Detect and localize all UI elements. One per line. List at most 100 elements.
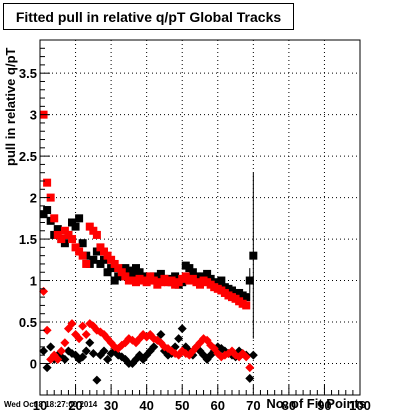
square-marker [245,276,254,285]
square-marker [92,247,101,256]
x-tick-label: 80 [282,398,296,413]
diamond-marker [81,329,91,339]
diamond-marker [60,338,70,348]
diamond-marker [245,373,255,383]
square-marker [50,214,59,223]
square-marker [242,293,251,302]
square-marker [75,247,84,256]
square-marker [96,243,105,252]
square-marker [114,272,123,281]
timestamp-footer: Wed Oct 8 18:27:00 2014 [4,400,98,409]
square-marker [100,255,108,264]
square-marker [142,278,151,287]
diamond-marker [88,349,98,359]
x-tick-label: 30 [104,398,118,413]
square-marker [60,226,69,235]
diamond-marker [177,324,187,334]
square-marker [71,222,80,231]
y-tick-label: 2 [30,191,37,206]
diamond-marker [81,346,91,356]
y-axis-label: pull in relative q/pT [3,47,18,166]
diamond-marker [92,375,102,385]
square-marker [156,269,165,278]
diamond-marker [42,363,52,373]
square-marker [75,214,84,223]
axis-ticks: 10 20 30 40 50 60 70 80 90 100 0 0.5 1 1.5 2 2.5 3 3.5 [19,47,371,413]
square-marker [249,251,258,260]
square-marker [89,226,98,235]
square-marker [92,230,101,239]
x-tick-label: 60 [211,398,225,413]
diamond-marker [46,342,56,352]
square-marker [149,276,158,285]
square-marker [71,243,80,252]
diamond-marker [39,346,49,356]
square-marker [53,230,62,239]
diamond-marker [99,346,109,356]
x-tick-label: 50 [175,398,189,413]
square-marker [82,259,91,268]
y-tick-label: 1 [30,274,37,289]
square-marker [43,206,52,215]
diamond-marker [67,319,77,329]
square-marker [185,264,194,273]
y-tick-label: 3.5 [19,66,37,81]
x-tick-label: 20 [68,398,82,413]
square-marker [85,222,94,231]
square-marker [43,178,52,187]
square-marker [167,276,176,285]
square-marker [121,272,130,281]
diamond-marker [248,350,258,360]
square-marker [135,268,144,277]
y-tick-label: 3 [30,108,37,123]
x-tick-label: 100 [349,398,371,413]
square-marker [117,268,126,277]
square-marker [60,239,69,248]
square-marker [89,255,98,264]
plot-frame [39,39,361,396]
chart-title: Fitted pull in relative q/pT Global Trac… [15,9,282,25]
diamond-marker [156,329,166,339]
diamond-marker [103,354,113,364]
diamond-marker [174,334,184,344]
square-marker [217,276,226,285]
chart-title-box: Fitted pull in relative q/pT Global Trac… [3,3,294,30]
square-marker [64,230,73,239]
square-marker [78,239,87,248]
square-marker [107,255,116,264]
square-marker [107,264,116,273]
y-tick-label: 1.5 [19,232,37,247]
square-marker [68,218,76,227]
square-marker [57,235,66,244]
square-marker [242,301,251,310]
diamond-marker [60,354,70,364]
diamond-marker [149,342,159,352]
diamond-marker [42,325,52,335]
y-tick-label: 0.5 [19,315,37,330]
square-marker [110,259,119,268]
square-marker [203,269,212,278]
data-series [39,110,258,385]
square-marker [171,272,180,281]
x-tick-label: 40 [139,398,153,413]
square-marker [68,235,76,244]
y-tick-label: 2.5 [19,149,37,164]
square-marker [53,225,62,234]
square-marker [196,280,204,289]
square-marker [46,193,55,202]
square-marker [96,259,105,268]
x-tick-label: 90 [317,398,331,413]
square-marker [188,268,197,277]
diamond-marker [241,352,251,362]
square-marker [128,269,137,278]
diamond-marker [78,352,88,362]
diamond-marker [85,338,95,348]
diamond-marker [74,334,84,344]
square-marker [100,247,108,256]
square-marker [78,251,87,260]
square-marker [114,264,123,273]
x-tick-label: 10 [33,398,47,413]
diamond-marker [245,363,255,373]
diamond-marker [53,354,63,364]
